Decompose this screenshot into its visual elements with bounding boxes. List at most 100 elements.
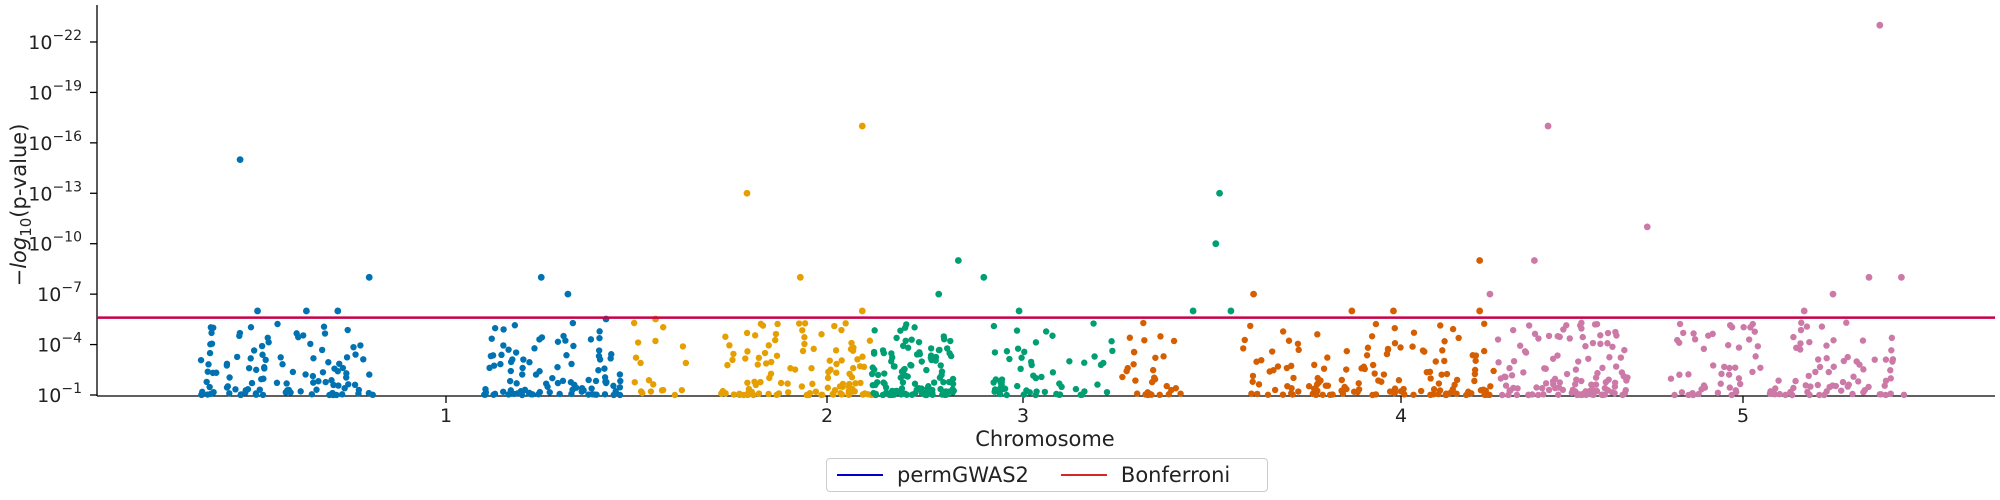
- snp-point: [511, 322, 519, 329]
- snp-point: [320, 323, 328, 330]
- snp-point: [991, 349, 999, 356]
- y-tick-label: 10−19: [28, 78, 82, 104]
- snp-point: [1391, 388, 1399, 396]
- snp-point: [351, 381, 359, 389]
- snp-point: [307, 340, 314, 348]
- snp-peak-point: [1530, 257, 1538, 264]
- snp-point: [517, 388, 525, 395]
- snp-point: [302, 371, 309, 378]
- snp-point: [1871, 356, 1878, 363]
- snp-point: [1285, 337, 1293, 344]
- snp-point: [659, 324, 667, 331]
- snp-point: [860, 363, 868, 371]
- snp-point: [568, 360, 575, 368]
- snp-point: [891, 363, 898, 370]
- snp-point: [1419, 347, 1427, 354]
- snp-point: [1443, 370, 1451, 378]
- snp-point: [634, 339, 642, 346]
- x-ticks: 1 2 3 4 5: [440, 396, 1749, 427]
- snp-point: [1432, 358, 1439, 365]
- snp-point: [1535, 335, 1542, 342]
- snp-point: [1049, 369, 1057, 376]
- snp-point: [1860, 366, 1867, 373]
- snp-point: [497, 360, 504, 368]
- snp-point: [237, 391, 245, 398]
- snp-point: [601, 391, 609, 398]
- snp-point: [1386, 388, 1394, 395]
- snp-point: [1726, 364, 1733, 372]
- snp-point: [1757, 364, 1764, 371]
- snp-point: [236, 332, 243, 340]
- snp-point: [1091, 353, 1098, 360]
- snp-point: [1542, 380, 1550, 387]
- snp-point: [745, 385, 753, 393]
- snp-point: [1804, 388, 1811, 396]
- y-tick-label: 10−22: [28, 28, 82, 54]
- snp-point: [1571, 381, 1579, 388]
- snp-point: [1876, 391, 1884, 398]
- snp-point: [498, 351, 505, 359]
- snp-point: [923, 366, 930, 374]
- snp-point: [595, 367, 602, 374]
- snp-point: [1701, 384, 1709, 391]
- snp-point: [1427, 391, 1434, 399]
- snp-point: [1611, 379, 1619, 386]
- snp-point: [283, 380, 290, 387]
- snp-point: [940, 333, 947, 340]
- snp-point: [1667, 375, 1675, 382]
- snp-point: [1725, 371, 1733, 378]
- snp-point: [488, 335, 495, 342]
- snp-point: [204, 391, 211, 398]
- snp-point: [1617, 354, 1625, 361]
- snp-point: [1881, 382, 1888, 389]
- snp-point: [849, 364, 857, 372]
- snp-point: [612, 388, 619, 395]
- snp-point: [616, 384, 624, 391]
- snp-point: [1843, 319, 1850, 326]
- snp-point: [213, 369, 220, 376]
- snp-peak-point: [1189, 307, 1197, 315]
- snp-point: [506, 377, 514, 385]
- snp-point: [1383, 350, 1391, 358]
- snp-point: [791, 366, 799, 373]
- snp-point: [1126, 334, 1134, 341]
- snp-point: [743, 329, 751, 337]
- snp-point: [1109, 347, 1116, 355]
- snp-point: [1718, 370, 1725, 378]
- snp-point: [1839, 378, 1847, 386]
- x-tick-label: 3: [1017, 405, 1029, 427]
- snp-point: [1754, 343, 1762, 350]
- snp-point: [1477, 387, 1485, 394]
- snp-point: [259, 391, 267, 399]
- snp-point: [1590, 391, 1597, 398]
- snp-point: [1521, 348, 1529, 355]
- snp-point: [997, 379, 1004, 386]
- snp-point: [730, 350, 737, 358]
- snp-peak-point: [1898, 273, 1905, 281]
- snp-point: [1709, 362, 1717, 369]
- snp-point: [1619, 391, 1626, 399]
- snp-point: [1531, 330, 1539, 338]
- snp-point: [1560, 326, 1567, 333]
- snp-point: [1363, 352, 1371, 359]
- snp-point: [1818, 323, 1826, 330]
- snp-point: [310, 379, 317, 386]
- snp-point: [938, 371, 945, 379]
- snp-point: [888, 350, 895, 357]
- snp-point: [1266, 368, 1273, 375]
- snp-point: [1728, 391, 1735, 399]
- snp-point: [1410, 329, 1418, 336]
- snp-point: [1018, 354, 1025, 361]
- snp-point: [554, 363, 561, 371]
- snp-point: [1578, 377, 1585, 385]
- snp-point: [343, 354, 351, 361]
- snp-point: [310, 355, 317, 362]
- snp-point: [366, 371, 373, 378]
- legend-swatch: [837, 474, 883, 476]
- snp-point: [1442, 390, 1450, 397]
- snp-point: [1676, 320, 1684, 328]
- snp-point: [1782, 391, 1789, 399]
- snp-point: [1849, 390, 1856, 398]
- snp-point: [1889, 358, 1896, 365]
- snp-point: [798, 383, 806, 390]
